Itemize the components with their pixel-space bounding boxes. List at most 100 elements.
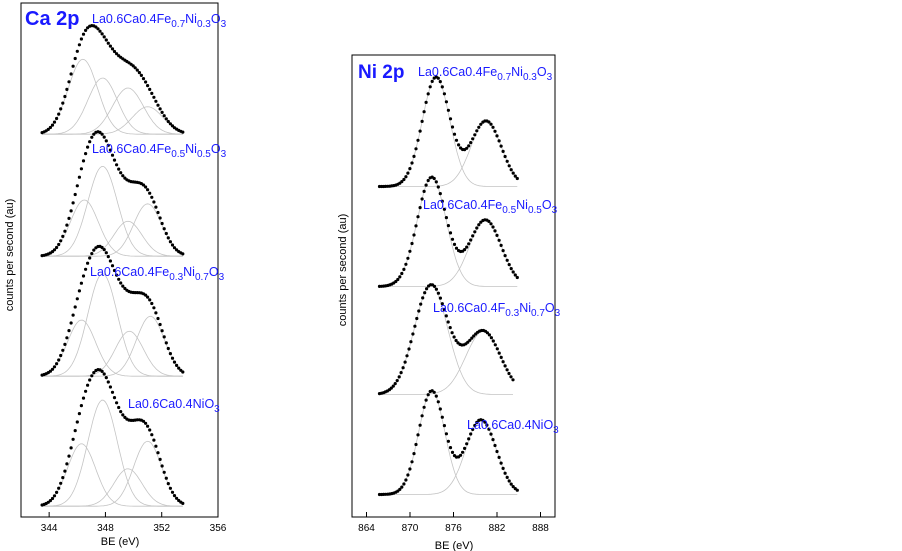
data-point	[489, 122, 493, 126]
data-point	[100, 132, 104, 136]
data-point	[507, 164, 511, 168]
data-point	[513, 174, 517, 178]
label-text: La0.6Ca0.4F	[433, 301, 506, 315]
label-subscript: 3	[555, 308, 561, 319]
ca-2p-spectra: La0.6Ca0.4Fe0.7Ni0.3O3La0.6Ca0.4Fe0.5Ni0…	[40, 12, 227, 507]
label-subscript: 0.3	[169, 272, 183, 283]
data-point	[69, 72, 73, 76]
data-point	[402, 267, 406, 271]
data-point	[144, 421, 148, 425]
data-point	[440, 85, 444, 89]
data-point	[410, 241, 414, 246]
data-point	[432, 284, 437, 288]
label-subscript: 3	[547, 72, 553, 83]
label-text: Ni	[519, 301, 531, 315]
data-point	[158, 216, 162, 220]
data-point	[79, 404, 83, 408]
data-point	[497, 351, 501, 355]
data-point	[457, 143, 461, 147]
data-point	[106, 380, 110, 384]
data-point	[424, 398, 428, 402]
fit-component-curve	[42, 315, 184, 377]
data-point	[104, 139, 108, 143]
data-point	[156, 103, 160, 107]
data-point	[395, 379, 399, 383]
data-point	[410, 161, 414, 165]
ni-2p-spectra: La0.6Ca0.4Fe0.7Ni0.3O3La0.6Ca0.4Fe0.5Ni0…	[377, 65, 561, 497]
data-point	[454, 246, 459, 250]
x-tick-label: 870	[402, 523, 419, 534]
spectrum: La0.6Ca0.4NiO3	[377, 389, 559, 497]
data-point	[150, 195, 154, 199]
data-point	[50, 496, 55, 501]
data-point	[438, 80, 442, 84]
data-point	[106, 143, 110, 147]
data-point	[73, 56, 77, 61]
data-point	[110, 47, 115, 51]
data-point	[393, 382, 397, 386]
data-point	[104, 376, 108, 380]
data-point	[418, 206, 422, 210]
x-tick-label: 864	[358, 523, 375, 534]
ca-2p-x-ticks: 344 348 352 356	[41, 512, 227, 534]
data-point	[160, 221, 164, 226]
fit-component-curve	[379, 76, 518, 187]
data-point	[160, 464, 164, 468]
label-text: La0.6Ca0.4Fe	[92, 142, 171, 156]
data-point	[503, 254, 507, 258]
data-point	[418, 129, 422, 133]
label-text: Ni	[185, 12, 197, 26]
data-point	[473, 423, 477, 428]
data-point	[467, 437, 471, 441]
data-point	[168, 122, 172, 126]
data-point	[141, 419, 146, 423]
data-point	[65, 336, 69, 340]
data-point	[461, 450, 465, 454]
data-point	[57, 358, 61, 362]
data-point	[117, 277, 121, 281]
data-point	[465, 146, 469, 150]
data-point	[450, 125, 455, 129]
data-point	[175, 363, 179, 367]
data-point	[495, 233, 499, 237]
data-point	[79, 167, 83, 171]
data-point	[442, 424, 446, 428]
data-point	[160, 329, 164, 333]
data-point	[515, 275, 519, 280]
data-point	[67, 80, 71, 84]
data-point	[424, 100, 428, 104]
label-text: La0.6Ca0.4Fe	[92, 12, 171, 26]
data-point	[398, 275, 402, 279]
data-point	[92, 371, 96, 375]
data-point	[55, 245, 59, 250]
data-point	[65, 462, 69, 466]
data-point	[110, 153, 115, 157]
data-point	[164, 231, 168, 236]
data-point	[471, 427, 475, 431]
data-point	[71, 201, 75, 205]
label-text: La0.6Ca0.4Fe	[423, 198, 502, 212]
data-point	[63, 469, 67, 473]
data-point	[100, 32, 104, 36]
data-point	[505, 258, 509, 262]
data-point	[154, 99, 158, 103]
data-point	[98, 130, 102, 134]
data-point	[115, 273, 119, 277]
data-point	[181, 252, 185, 256]
data-point	[389, 386, 393, 390]
label-text: La0.6Ca0.4NiO	[128, 397, 214, 411]
data-point	[463, 446, 467, 450]
data-point	[77, 175, 81, 179]
data-point	[501, 149, 505, 153]
data-point	[495, 134, 499, 138]
data-point	[434, 287, 438, 291]
data-point	[408, 167, 412, 171]
data-point	[446, 224, 450, 228]
data-point	[511, 485, 515, 489]
data-point	[168, 352, 172, 356]
x-tick-label: 876	[445, 523, 462, 534]
data-point	[92, 248, 96, 252]
data-point	[137, 71, 141, 75]
data-point	[475, 226, 479, 230]
data-point	[444, 314, 448, 318]
